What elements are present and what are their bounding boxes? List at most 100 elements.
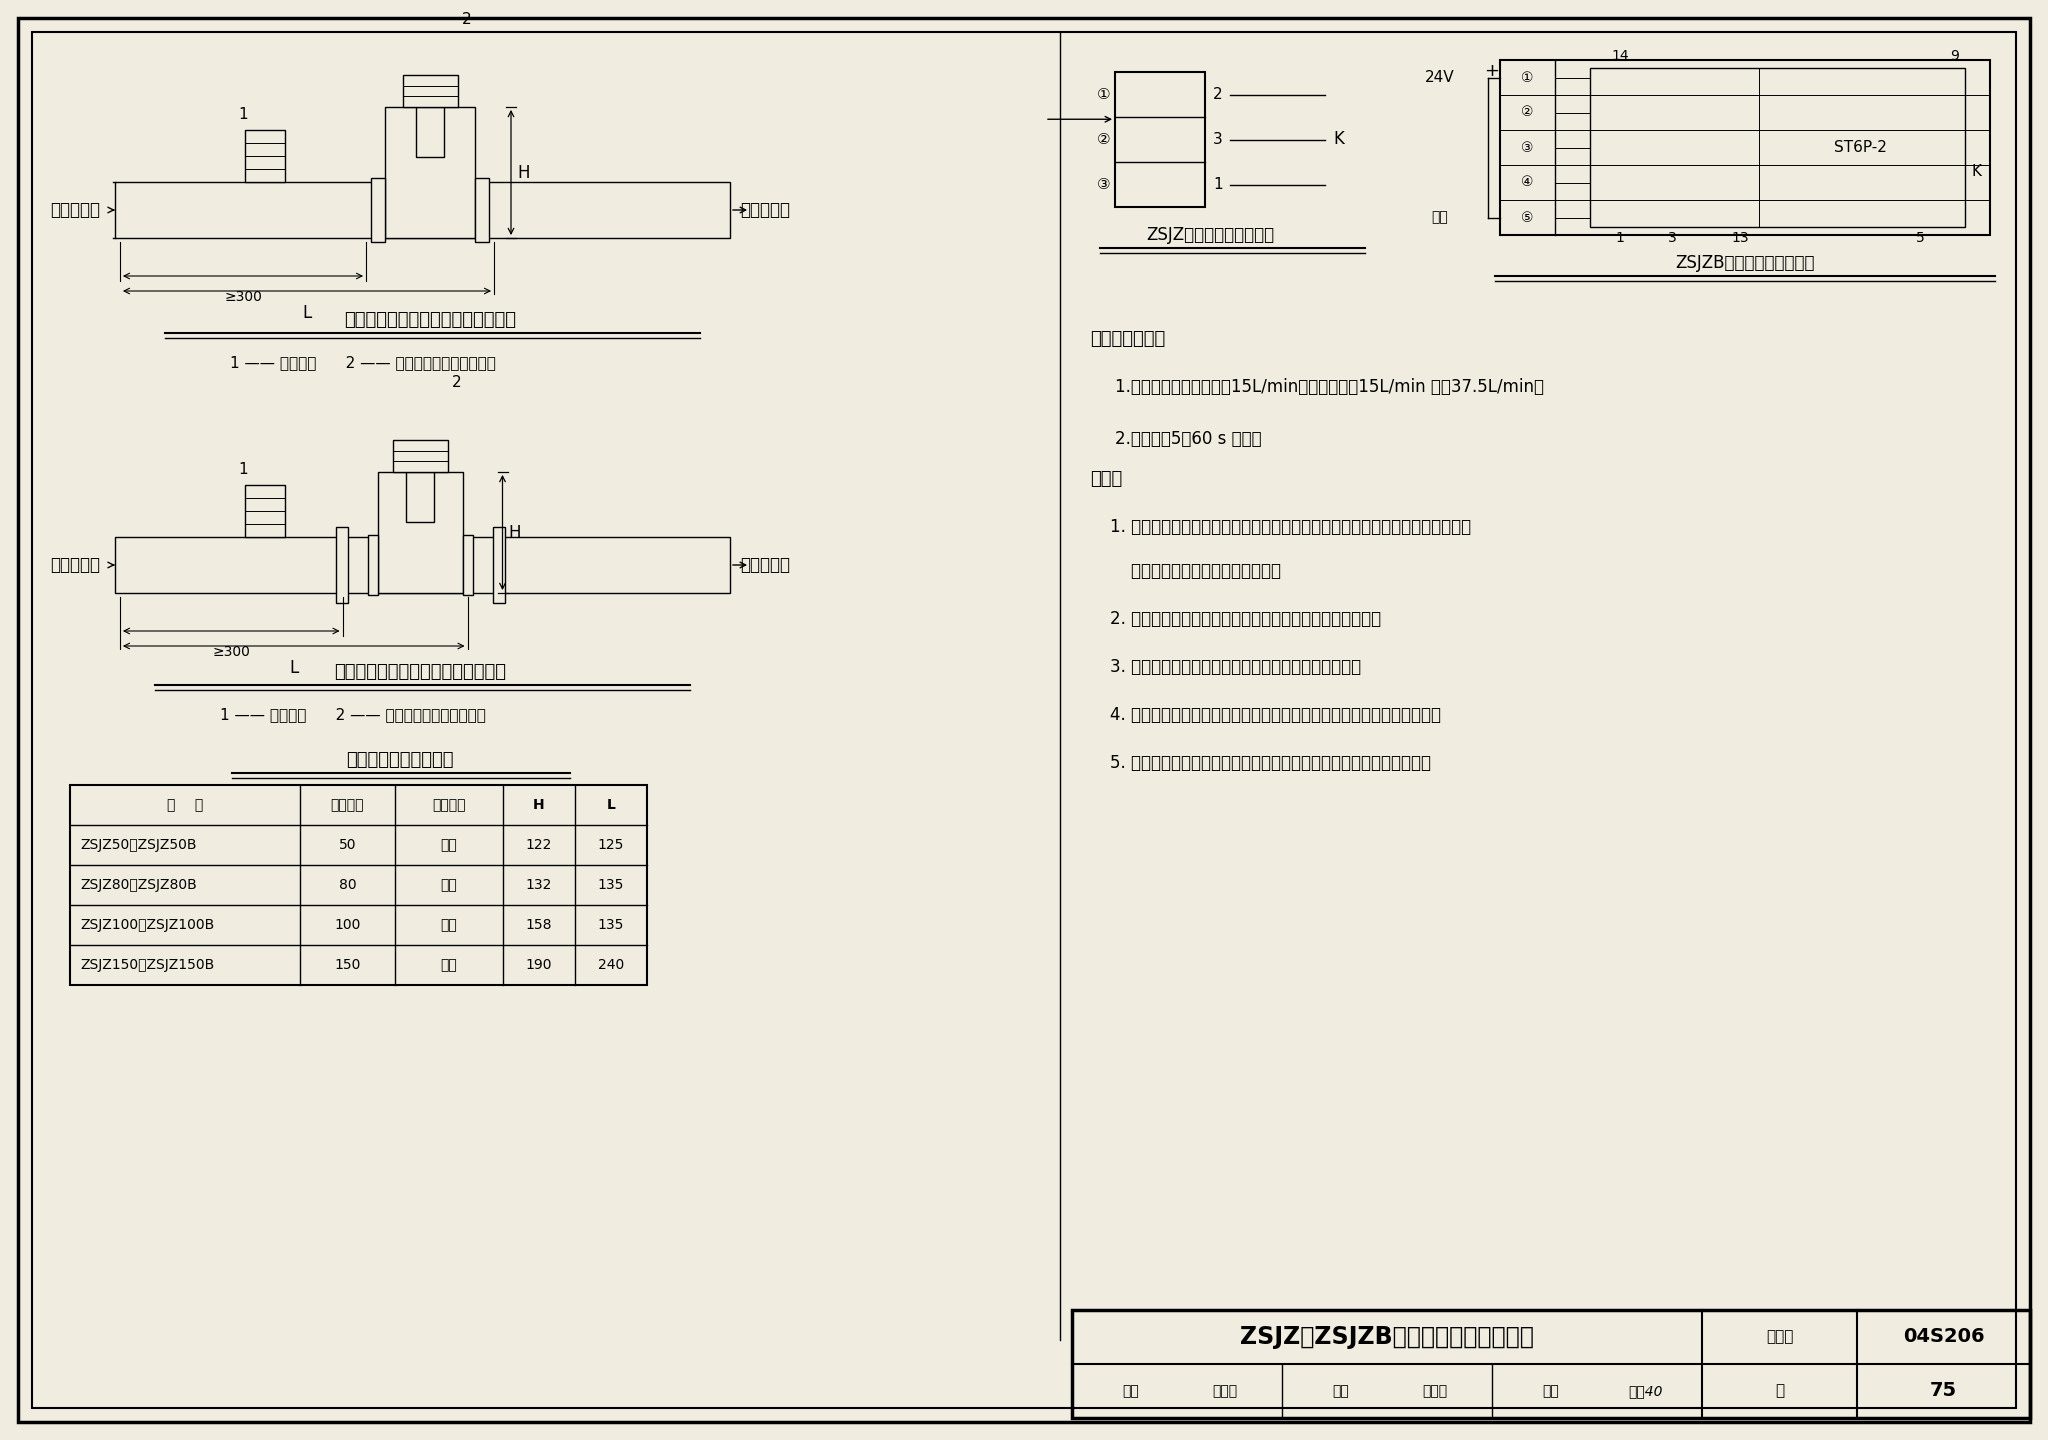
Text: 2: 2 — [1212, 86, 1223, 102]
Bar — [393, 441, 449, 472]
Text: L: L — [289, 660, 299, 677]
Text: 丝扣: 丝扣 — [440, 878, 457, 891]
Text: 接喂头管网: 接喂头管网 — [739, 202, 791, 219]
Text: 3: 3 — [1669, 230, 1677, 245]
Text: 125: 125 — [598, 838, 625, 852]
Text: 132: 132 — [526, 878, 553, 891]
Text: 04S206: 04S206 — [1903, 1328, 1985, 1346]
Bar — [246, 485, 285, 537]
Text: ②: ② — [1522, 105, 1534, 120]
Text: 3: 3 — [1212, 132, 1223, 147]
Text: ZSJZ80、ZSJZ80B: ZSJZ80、ZSJZ80B — [80, 878, 197, 891]
Text: L: L — [606, 798, 616, 812]
Text: ⑤: ⑤ — [1522, 210, 1534, 225]
Text: 2.延时时间5～60 s 可调。: 2.延时时间5～60 s 可调。 — [1114, 431, 1262, 448]
Bar — [403, 75, 457, 107]
Text: 135: 135 — [598, 878, 625, 891]
Text: 设计: 设计 — [1542, 1384, 1559, 1398]
Text: 法兰: 法兰 — [440, 919, 457, 932]
Text: 法兰: 法兰 — [440, 958, 457, 972]
Text: 135: 135 — [598, 919, 625, 932]
Bar — [463, 536, 473, 595]
Text: 接供水管网: 接供水管网 — [49, 202, 100, 219]
Text: 50: 50 — [338, 838, 356, 852]
Text: 2: 2 — [463, 12, 471, 27]
Text: 5. 安装后的水流指示器浆片、膜片应动作灵活，不应与管壁发生摩擦。: 5. 安装后的水流指示器浆片、膜片应动作灵活，不应与管壁发生摩擦。 — [1110, 755, 1432, 772]
Text: 75: 75 — [1929, 1381, 1958, 1401]
Text: 审核: 审核 — [1122, 1384, 1139, 1398]
Text: H: H — [508, 524, 520, 541]
Text: ①: ① — [1096, 86, 1110, 102]
Text: 150: 150 — [334, 958, 360, 972]
Text: 主要性能参数：: 主要性能参数： — [1090, 330, 1165, 348]
Text: 水流指示器安装尺寸表: 水流指示器安装尺寸表 — [346, 752, 455, 769]
Bar — [385, 107, 475, 238]
Text: 砌砖仲: 砌砖仲 — [1212, 1384, 1237, 1398]
Text: ③: ③ — [1522, 141, 1534, 154]
Text: 校对: 校对 — [1333, 1384, 1350, 1398]
Bar — [367, 536, 377, 595]
Text: 说明：: 说明： — [1090, 469, 1122, 488]
Text: ZSJZ50、ZSJZ50B: ZSJZ50、ZSJZ50B — [80, 838, 197, 852]
Bar — [1071, 1310, 2030, 1418]
Text: 丝扣: 丝扣 — [440, 838, 457, 852]
Text: K: K — [1972, 164, 1982, 179]
Bar — [475, 179, 489, 242]
Text: 1. 除报警阀组控制的喂头只保护不超过防火分区面积的同层处所外，每个防火分: 1. 除报警阀组控制的喂头只保护不超过防火分区面积的同层处所外，每个防火分 — [1110, 518, 1470, 536]
Bar — [115, 537, 729, 593]
Text: 4. 水流指示器应垂直安装在水平管道上，其动作方向应和水流方向一致。: 4. 水流指示器应垂直安装在水平管道上，其动作方向应和水流方向一致。 — [1110, 706, 1442, 724]
Text: 240: 240 — [598, 958, 625, 972]
Text: 80: 80 — [338, 878, 356, 891]
Text: 页: 页 — [1776, 1384, 1784, 1398]
Bar — [371, 179, 385, 242]
Bar — [115, 181, 729, 238]
Text: ≥300: ≥300 — [213, 645, 250, 660]
Text: 2: 2 — [453, 374, 461, 390]
Text: ST6P-2: ST6P-2 — [1833, 140, 1886, 156]
Text: 190: 190 — [526, 958, 553, 972]
Text: 区、每个楼层均应设水流指示器。: 区、每个楼层均应设水流指示器。 — [1110, 562, 1280, 580]
Text: ZSJZ100、ZSJZ100B: ZSJZ100、ZSJZ100B — [80, 919, 215, 932]
Text: 高如40: 高如40 — [1628, 1384, 1663, 1398]
Text: 1.灵敏度：不报警流量＜15L/min；报警流量＞15L/min 且＜37.5L/min。: 1.灵敏度：不报警流量＜15L/min；报警流量＞15L/min 且＜37.5L… — [1114, 377, 1544, 396]
Text: 9: 9 — [1950, 49, 1960, 63]
Bar — [377, 472, 463, 593]
Bar — [70, 785, 647, 985]
Text: 158: 158 — [526, 919, 553, 932]
Text: 水流指示器安装图（丝扣连接方式）: 水流指示器安装图（丝扣连接方式） — [344, 311, 516, 328]
Text: 水流指示器安装图（法兰连接方式）: 水流指示器安装图（法兰连接方式） — [334, 662, 506, 681]
Bar — [246, 130, 285, 181]
Text: H: H — [532, 798, 545, 812]
Text: ZSJZ、ZSJZB系列水流指示器安装图: ZSJZ、ZSJZB系列水流指示器安装图 — [1239, 1325, 1534, 1349]
Text: 3. 水流指示器的安装应在管道试压和冲洗合格后进行。: 3. 水流指示器的安装应在管道试压和冲洗合格后进行。 — [1110, 658, 1362, 675]
Text: 乙桥纲: 乙桥纲 — [1423, 1384, 1448, 1398]
Text: 5: 5 — [1915, 230, 1925, 245]
Text: ZSJZ150、ZSJZ150B: ZSJZ150、ZSJZ150B — [80, 958, 215, 972]
Text: 2. 仓库内顶板下喂头与货架内喂头应分别设置水流指示器。: 2. 仓库内顶板下喂头与货架内喂头应分别设置水流指示器。 — [1110, 611, 1380, 628]
Bar — [1114, 72, 1204, 207]
Text: ④: ④ — [1522, 176, 1534, 190]
Text: 13: 13 — [1731, 230, 1749, 245]
Text: 100: 100 — [334, 919, 360, 932]
Text: ZSJZ型水流指示器接线图: ZSJZ型水流指示器接线图 — [1147, 226, 1274, 243]
Bar — [1499, 60, 1991, 235]
Text: ≥300: ≥300 — [223, 289, 262, 304]
Text: 连接形式: 连接形式 — [432, 798, 465, 812]
Text: 14: 14 — [1612, 49, 1628, 63]
Text: 1 —— 信号蝶阀      2 —— 水流指示器（法兰连接）: 1 —— 信号蝶阀 2 —— 水流指示器（法兰连接） — [219, 707, 485, 721]
Text: L: L — [303, 304, 311, 323]
Bar — [406, 472, 434, 521]
Text: 122: 122 — [526, 838, 553, 852]
Text: 1: 1 — [1212, 177, 1223, 192]
Text: +: + — [1485, 62, 1499, 79]
Text: ③: ③ — [1096, 177, 1110, 192]
Bar — [416, 107, 444, 157]
Text: 图集号: 图集号 — [1765, 1329, 1794, 1345]
Text: 1: 1 — [238, 107, 248, 122]
Text: 1: 1 — [238, 462, 248, 477]
Text: H: H — [516, 164, 530, 181]
Bar — [492, 527, 504, 603]
Text: K: K — [1333, 131, 1343, 148]
Text: 型    号: 型 号 — [166, 798, 203, 812]
Text: 常开: 常开 — [1432, 210, 1448, 225]
